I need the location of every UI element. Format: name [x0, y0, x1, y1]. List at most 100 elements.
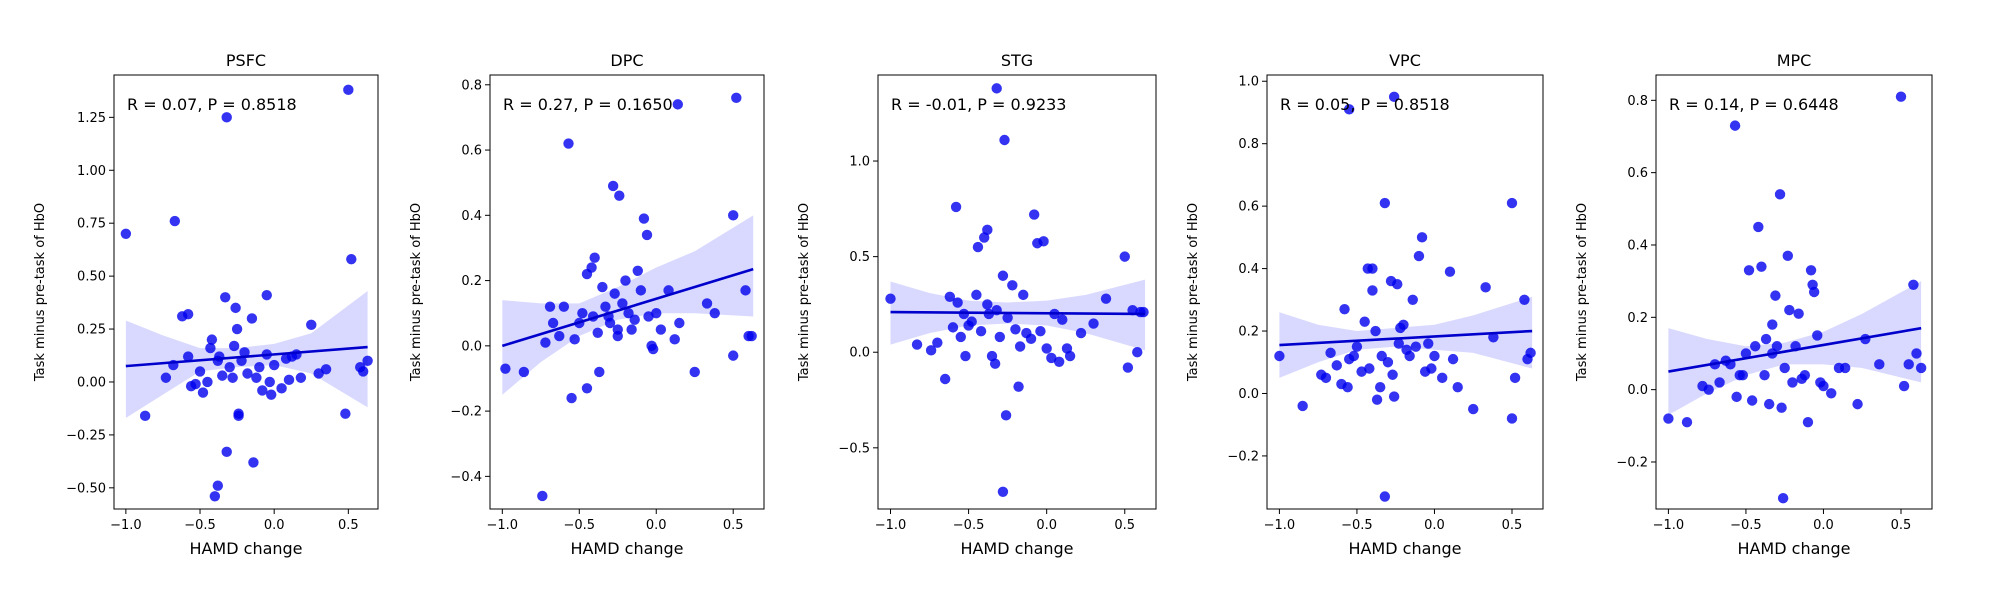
stats-annotation: R = -0.01, P = 0.9233 [891, 95, 1066, 114]
data-point [1100, 293, 1112, 304]
data-point [1756, 261, 1767, 272]
data-point [1416, 232, 1428, 243]
x-tick-label: 0.0 [1813, 518, 1834, 533]
data-point [1013, 381, 1024, 392]
data-point [518, 366, 530, 378]
data-point [554, 330, 565, 342]
y-tick-label: 1.0 [1238, 75, 1259, 90]
data-point [1509, 372, 1521, 384]
data-point [1407, 294, 1418, 306]
data-point [283, 374, 295, 386]
data-point [1075, 327, 1087, 339]
data-point [1064, 350, 1076, 362]
data-point [540, 337, 551, 348]
data-point [1387, 369, 1398, 380]
regression-line [125, 345, 368, 368]
x-tick-label: 0.0 [1036, 518, 1057, 533]
data-point [169, 215, 181, 227]
y-tick-label: 0.75 [77, 217, 106, 232]
data-point [1132, 347, 1143, 358]
data-point [1057, 314, 1068, 325]
x-tick-label: −1.0 [1653, 518, 1685, 533]
data-point [1348, 350, 1360, 362]
data-point [1729, 120, 1741, 131]
data-point [254, 361, 265, 373]
data-point [674, 317, 685, 329]
chart-title: VPC [1389, 51, 1421, 70]
data-point [1444, 266, 1456, 277]
y-tick-label: 0.4 [1238, 262, 1259, 277]
data-point [607, 180, 619, 192]
chart-panel-2: −1.0 −0.5 0.0 0.5 −0.4 −0.2 0.0 0.2 0.4 0.6 0.8 DPC… [409, 51, 765, 558]
y-tick-label: 0.0 [849, 346, 870, 361]
data-point [944, 291, 956, 302]
data-point [1903, 359, 1914, 370]
data-point [1506, 413, 1518, 424]
data-point [1379, 197, 1391, 209]
data-point [746, 330, 757, 342]
axes-frame [489, 74, 765, 510]
data-point [966, 316, 977, 327]
data-point [1743, 265, 1755, 276]
data-point [257, 385, 268, 396]
data-point [547, 317, 559, 329]
data-point [1784, 304, 1795, 316]
data-point [569, 334, 580, 345]
data-point [1895, 91, 1907, 102]
y-tick-label: −0.2 [450, 405, 482, 420]
axes-frame [113, 74, 379, 510]
x-tick-label: −1.0 [487, 518, 519, 533]
data-point [1028, 209, 1040, 220]
data-point [357, 366, 369, 377]
data-point [612, 324, 623, 335]
data-point [1703, 384, 1714, 395]
data-point [1339, 303, 1350, 315]
data-point [1410, 341, 1422, 352]
x-axis-label: HAMD change [570, 539, 683, 558]
data-point [999, 134, 1010, 146]
data-point [939, 373, 951, 385]
x-tick-label: 0.5 [338, 518, 359, 533]
y-tick-label: 0.6 [1627, 166, 1648, 181]
data-point [1793, 308, 1804, 319]
data-point [1007, 280, 1018, 291]
data-point [343, 84, 354, 96]
data-point [647, 343, 659, 355]
data-point [320, 364, 332, 375]
y-tick-label: 1.0 [849, 155, 870, 170]
data-point [594, 366, 605, 378]
data-point [1774, 189, 1786, 200]
data-point [1714, 377, 1725, 388]
data-point [669, 334, 680, 345]
data-point [205, 342, 216, 354]
data-point [1852, 398, 1863, 410]
x-axis-label: HAMD change [1348, 539, 1461, 558]
data-point [558, 301, 570, 312]
y-tick-label: −0.5 [838, 441, 870, 456]
data-point [1525, 347, 1536, 359]
x-tick-label: −1.0 [1264, 518, 1296, 533]
y-axis-label: Task minus pre-task of HbO [1186, 203, 1201, 382]
data-point [1468, 403, 1479, 415]
data-point [1808, 286, 1820, 298]
data-point [952, 297, 963, 308]
data-point [1681, 417, 1693, 428]
data-point [1770, 290, 1781, 301]
data-point [1388, 91, 1400, 103]
data-point [120, 228, 132, 239]
data-point [266, 389, 277, 400]
data-point [537, 490, 548, 502]
y-tick-label: −0.2 [1227, 449, 1259, 464]
data-point [202, 376, 213, 388]
data-point [1787, 377, 1798, 388]
data-point [1122, 362, 1134, 373]
data-point [728, 210, 739, 221]
data-point [261, 289, 272, 301]
data-point [1737, 369, 1749, 381]
data-point [1911, 348, 1922, 359]
data-point [306, 319, 317, 331]
data-point [1429, 350, 1440, 362]
data-point [212, 480, 224, 491]
data-point [950, 201, 962, 213]
data-point [1018, 289, 1029, 301]
